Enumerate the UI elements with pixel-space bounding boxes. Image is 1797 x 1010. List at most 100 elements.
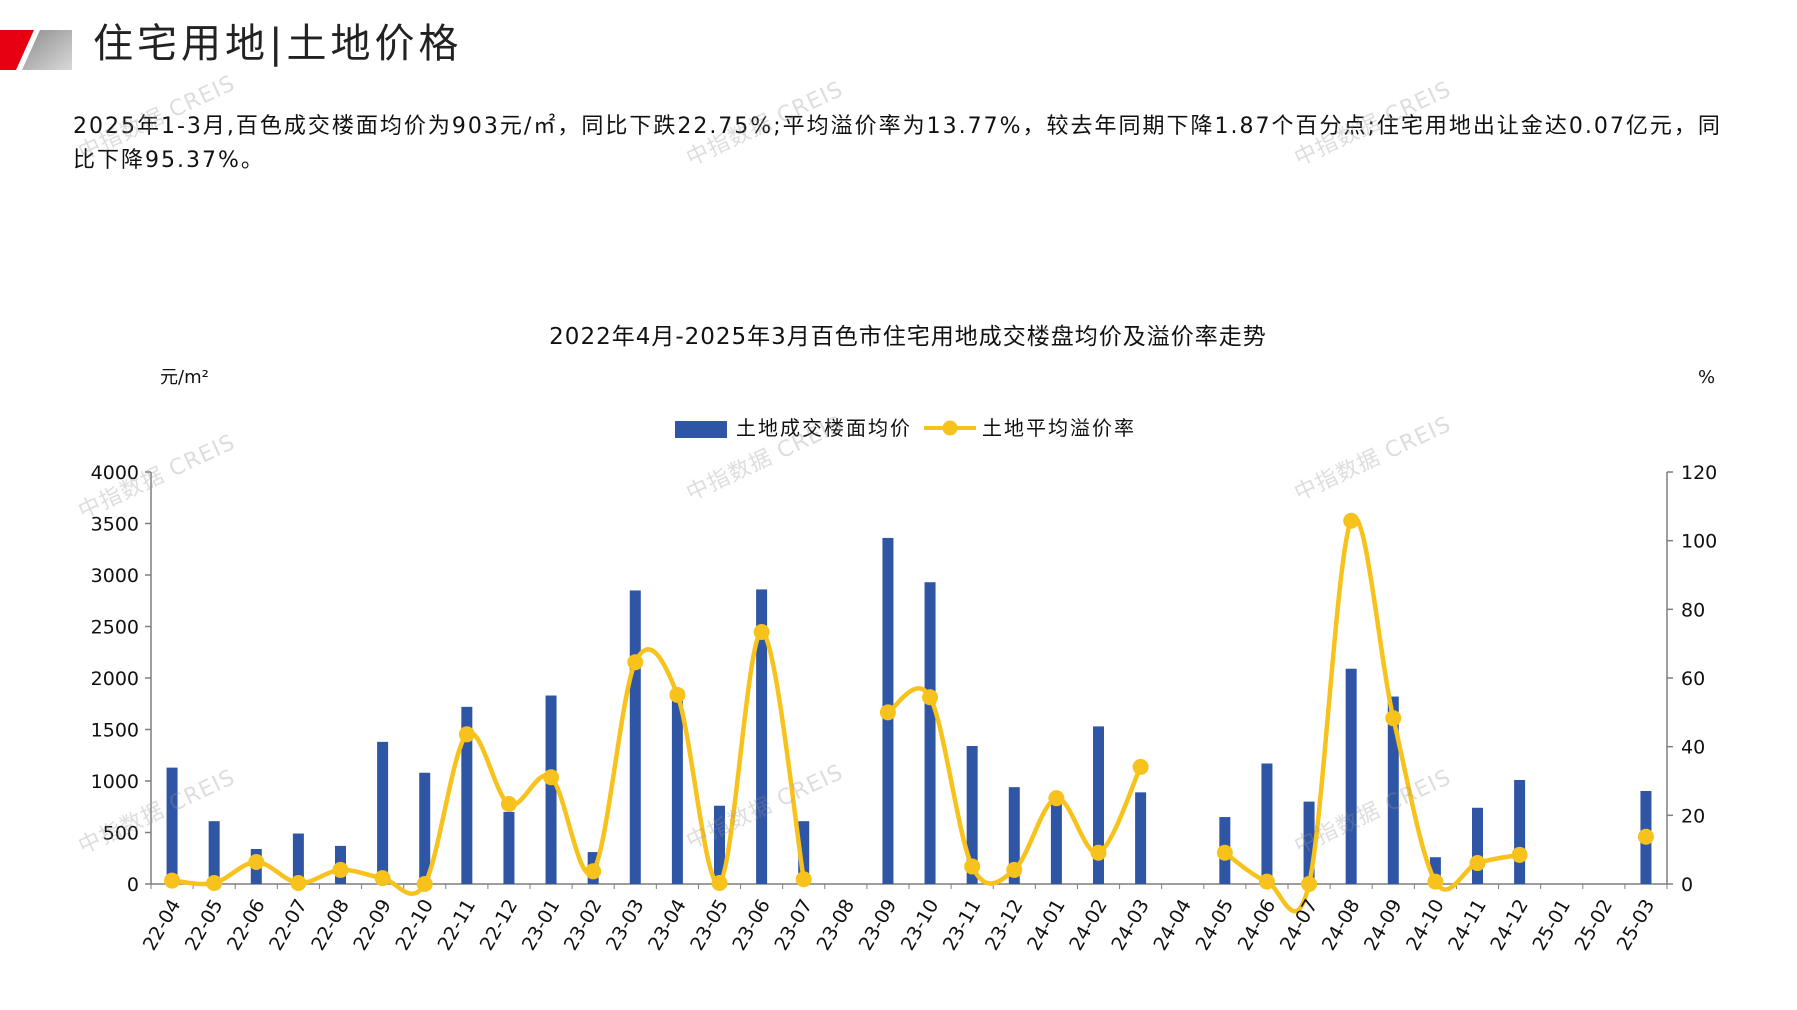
bar-price-24-10: [1429, 857, 1441, 884]
y-right-tick-label: 0: [1681, 874, 1693, 896]
y-right-tick-label: 40: [1681, 737, 1705, 759]
y-left-tick-label: 2500: [91, 617, 139, 639]
bar-price-24-02: [1093, 726, 1104, 884]
line-premium-segment: [171, 629, 806, 896]
point-premium-22-11: [458, 726, 475, 743]
x-tick-label: 24-03: [1107, 896, 1154, 955]
y-left-unit-label: 元/m²: [160, 367, 209, 388]
y-right-unit-label: %: [1698, 367, 1716, 388]
x-tick-label: 24-11: [1444, 896, 1491, 955]
bar-price-23-01: [545, 695, 557, 884]
x-tick-label: 22-04: [139, 896, 186, 955]
x-tick-label: 23-04: [644, 896, 691, 955]
bar-price-22-04: [166, 767, 178, 884]
x-tick-label: 25-02: [1571, 896, 1618, 955]
legend-label-price: 土地成交楼面均价: [736, 416, 912, 440]
bar-price-24-01: [1050, 802, 1062, 884]
bar-price-23-06: [756, 589, 768, 884]
y-right-tick-label: 120: [1681, 462, 1717, 484]
point-premium-22-05: [206, 874, 223, 891]
bar-price-23-12: [1008, 787, 1020, 884]
x-tick-label: 23-09: [855, 896, 902, 955]
bar-price-24-09: [1387, 696, 1399, 884]
x-tick-label: 24-12: [1486, 896, 1533, 955]
x-tick-label: 22-07: [265, 896, 312, 955]
x-tick-label: 23-06: [728, 896, 775, 955]
point-premium-22-06: [248, 854, 265, 871]
x-tick-label: 22-08: [307, 896, 354, 955]
point-premium-23-05: [711, 874, 728, 891]
point-premium-24-03: [1132, 758, 1149, 775]
point-premium-24-08: [1343, 512, 1360, 529]
x-tick-label: 23-02: [560, 896, 607, 955]
point-premium-24-10: [1427, 873, 1444, 890]
bar-price-24-07: [1303, 801, 1315, 884]
point-premium-24-01: [1048, 790, 1065, 807]
chart-axes: [145, 471, 1673, 889]
y-left-tick-label: 4000: [91, 462, 139, 484]
bar-price-24-11: [1472, 807, 1483, 884]
legend-bar-swatch: [675, 421, 727, 438]
y-right-tick-label: 60: [1681, 668, 1705, 690]
point-premium-23-06: [753, 623, 770, 640]
bar-price-24-12: [1514, 779, 1526, 884]
bar-price-22-11: [461, 706, 473, 884]
point-premium-23-07: [795, 871, 812, 888]
legend-line-swatch: [924, 420, 976, 436]
point-premium-22-10: [416, 876, 433, 892]
x-tick-label: 22-09: [349, 896, 396, 955]
point-premium-23-09: [879, 704, 896, 721]
point-premium-22-09: [374, 870, 391, 887]
x-tick-label: 24-10: [1402, 896, 1449, 955]
y-left-tick-label: 2000: [91, 668, 139, 690]
y-left-tick-label: 1000: [91, 771, 139, 793]
summary-text: 2025年1-3月,百色成交楼面均价为903元/㎡，同比下跌22.75%;平均溢…: [73, 114, 1722, 173]
bar-price-22-10: [419, 772, 431, 884]
bar-price-24-06: [1261, 763, 1273, 884]
y-right-tick-label: 80: [1681, 599, 1705, 621]
point-premium-24-11: [1469, 855, 1486, 872]
bar-price-22-07: [292, 833, 304, 884]
bar-price-22-12: [503, 811, 515, 884]
point-premium-23-01: [543, 769, 560, 786]
point-premium-23-11: [964, 858, 981, 875]
x-tick-label: 24-08: [1318, 896, 1365, 955]
bar-price-23-03: [629, 590, 641, 884]
y-left-tick-label: 3000: [91, 565, 139, 587]
point-premium-23-02: [585, 863, 602, 880]
x-tick-label: 23-01: [518, 896, 565, 955]
bar-price-23-07: [798, 821, 810, 884]
x-tick-label: 23-12: [981, 896, 1028, 955]
x-tick-label: 24-05: [1192, 896, 1239, 955]
x-tick-label: 22-06: [223, 896, 270, 955]
point-premium-24-12: [1511, 846, 1528, 863]
logo-red-shape: [0, 30, 34, 70]
bar-price-22-05: [208, 821, 220, 884]
bar-price-24-03: [1135, 792, 1147, 884]
x-tick-label: 24-01: [1023, 896, 1070, 955]
chart-title: 2022年4月-2025年3月百色市住宅用地成交楼盘均价及溢价率走势: [549, 324, 1267, 350]
y-right-tick-label: 100: [1681, 531, 1717, 553]
point-premium-24-06: [1258, 873, 1275, 890]
x-tick-label: 24-09: [1360, 896, 1407, 955]
point-premium-24-05: [1216, 844, 1233, 861]
point-premium-24-07: [1301, 876, 1318, 892]
x-tick-label: 22-11: [434, 896, 481, 955]
legend-label-premium: 土地平均溢价率: [982, 416, 1136, 440]
x-tick-label: 23-07: [770, 896, 817, 955]
bar-price-24-08: [1345, 668, 1357, 884]
x-tick-label: 23-03: [602, 896, 649, 955]
x-tick-label: 25-01: [1528, 896, 1575, 955]
point-premium-22-12: [500, 796, 517, 813]
bar-price-23-10: [924, 582, 936, 884]
point-premium-25-03: [1637, 828, 1654, 845]
line-series-premium: [164, 512, 1654, 914]
brand-logo-icon: [0, 30, 72, 70]
point-premium-22-07: [290, 874, 307, 891]
legend-line-marker: [942, 420, 958, 436]
x-tick-label: 24-06: [1234, 896, 1281, 955]
point-premium-24-09: [1385, 710, 1402, 727]
x-tick-label: 22-12: [476, 896, 523, 955]
x-tick-label: 24-04: [1149, 896, 1196, 955]
